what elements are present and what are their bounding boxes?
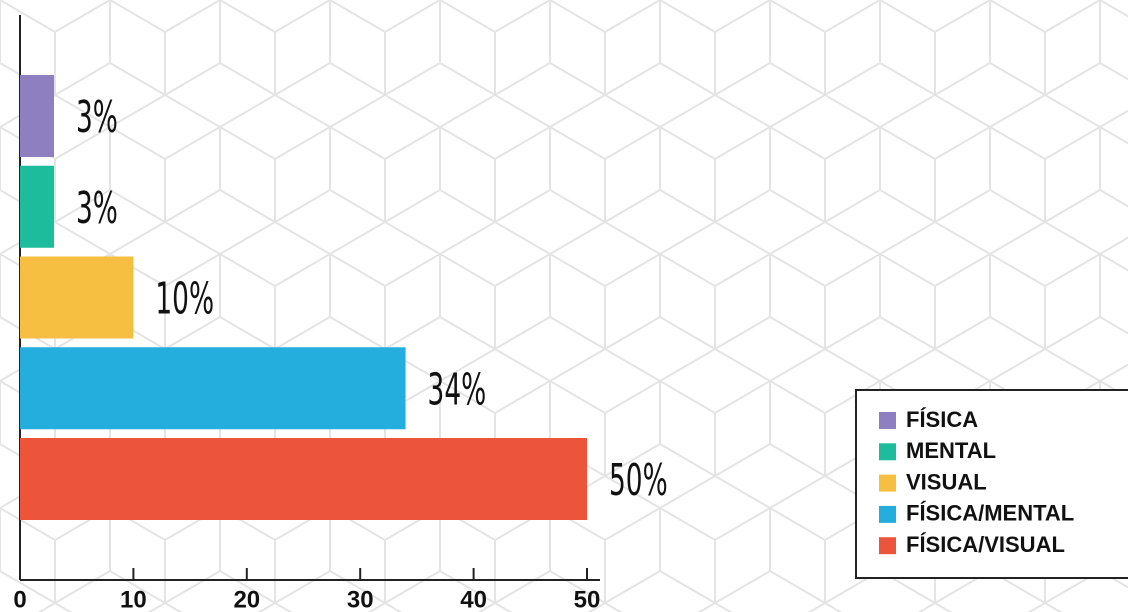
value-label: 3% [76, 182, 118, 234]
value-label: 10% [155, 272, 214, 324]
legend-swatch [879, 474, 896, 492]
x-tick-label: 20 [233, 586, 260, 612]
legend-label: FÍSICA [906, 407, 978, 432]
legend-label: VISUAL [906, 469, 987, 494]
bar [20, 256, 134, 339]
x-tick-label: 30 [347, 586, 374, 612]
x-tick-label: 0 [13, 586, 26, 612]
legend-swatch [879, 537, 896, 555]
bar [20, 347, 406, 430]
bar [20, 75, 55, 157]
x-tick-label: 40 [460, 586, 487, 612]
legend-swatch [879, 443, 896, 461]
legend-swatch [879, 412, 896, 429]
bar [20, 165, 55, 248]
legend [855, 389, 1128, 579]
legend-label: FÍSICA/MENTAL [906, 501, 1074, 526]
value-label: 50% [609, 454, 668, 506]
value-label: 34% [428, 363, 487, 415]
legend-label: MENTAL [906, 438, 996, 463]
legend-swatch [879, 505, 896, 523]
x-tick-label: 50 [574, 586, 601, 612]
x-tick-label: 10 [120, 586, 147, 612]
value-label: 3% [76, 91, 118, 143]
legend-label: FÍSICA/VISUAL [906, 532, 1065, 557]
bar [20, 438, 587, 520]
